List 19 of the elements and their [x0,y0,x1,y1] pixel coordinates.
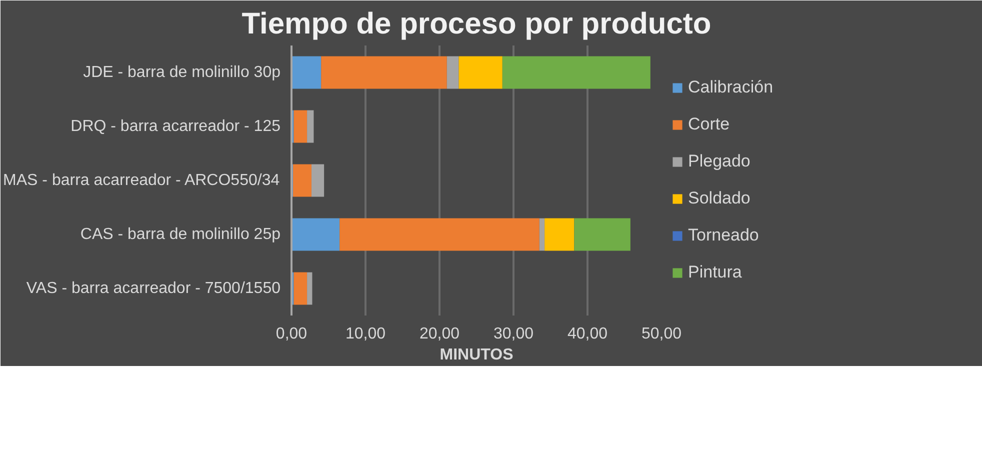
x-tick-label: 10,00 [345,326,386,342]
y-tick-label: MAS - barra acarreador - ARCO550/34 [3,172,280,189]
x-tick-label: 40,00 [567,326,608,342]
x-tick-label: 0,00 [276,326,308,342]
legend-label: Pintura [688,262,742,282]
legend-label: Torneado [688,226,759,246]
y-tick-label: CAS - barra de molinillo 25p [80,226,281,243]
x-axis-title: MINUTOS [440,346,514,364]
x-tick-label: 30,00 [493,326,534,342]
legend-label: Corte [688,114,730,134]
y-tick-label: JDE - barra de molinillo 30p [83,64,281,81]
legend-label: Calibración [688,78,774,98]
chart-title: Tiempo de proceso por producto [242,8,712,40]
legend-label: Plegado [688,152,750,172]
y-tick-label: VAS - barra acarreador - 7500/1550 [26,280,281,297]
y-tick-label: DRQ - barra acarreador - 125 [70,118,281,135]
legend-label: Soldado [688,188,750,208]
x-tick-label: 50,00 [641,326,682,342]
x-tick-label: 20,00 [419,326,460,342]
